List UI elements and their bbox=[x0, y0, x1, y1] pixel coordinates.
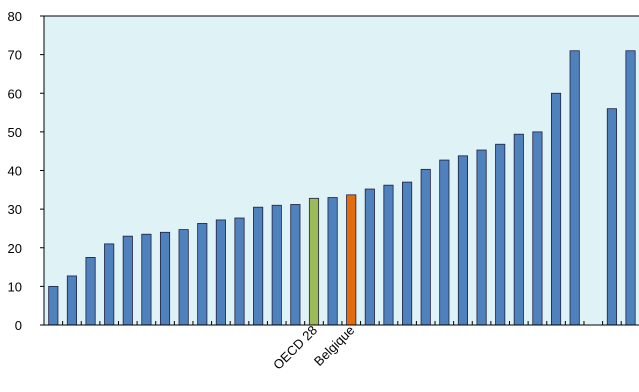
bar bbox=[159, 231, 171, 326]
bar bbox=[364, 188, 375, 326]
bar bbox=[327, 197, 338, 326]
y-tick-label: 0 bbox=[15, 318, 22, 333]
bar bbox=[513, 133, 524, 326]
bar bbox=[308, 197, 320, 326]
bar bbox=[178, 229, 189, 326]
bar bbox=[253, 206, 264, 326]
bar bbox=[420, 168, 431, 326]
bar bbox=[290, 204, 301, 326]
bar bbox=[383, 184, 394, 326]
bar bbox=[402, 181, 413, 326]
y-tick-label: 70 bbox=[8, 48, 22, 63]
plot-area bbox=[44, 16, 639, 325]
y-tick-label: 40 bbox=[8, 164, 22, 179]
bar bbox=[66, 275, 77, 326]
bar bbox=[85, 257, 96, 326]
bar bbox=[550, 92, 562, 326]
y-tick-label: 80 bbox=[8, 9, 22, 24]
bar bbox=[197, 223, 208, 326]
bar bbox=[48, 285, 59, 326]
bar bbox=[532, 131, 543, 326]
x-tick-label: Belgique bbox=[311, 323, 357, 369]
bar bbox=[141, 233, 152, 326]
bar bbox=[495, 143, 506, 326]
bar bbox=[569, 50, 580, 326]
y-tick-label: 50 bbox=[8, 125, 22, 140]
bar bbox=[104, 243, 115, 326]
bar bbox=[271, 204, 282, 326]
bar bbox=[346, 194, 357, 326]
bar bbox=[625, 50, 636, 326]
y-tick-label: 30 bbox=[8, 202, 22, 217]
bar bbox=[215, 219, 226, 326]
bar bbox=[439, 159, 450, 326]
bar bbox=[457, 155, 469, 326]
bar bbox=[234, 217, 245, 326]
bar bbox=[476, 149, 487, 326]
x-tick-label: OECD 28 bbox=[270, 323, 320, 373]
bar bbox=[606, 108, 617, 326]
y-tick-label: 60 bbox=[8, 86, 22, 101]
y-tick-label: 20 bbox=[8, 241, 22, 256]
bar bbox=[122, 235, 133, 326]
y-tick-label: 10 bbox=[8, 279, 22, 294]
